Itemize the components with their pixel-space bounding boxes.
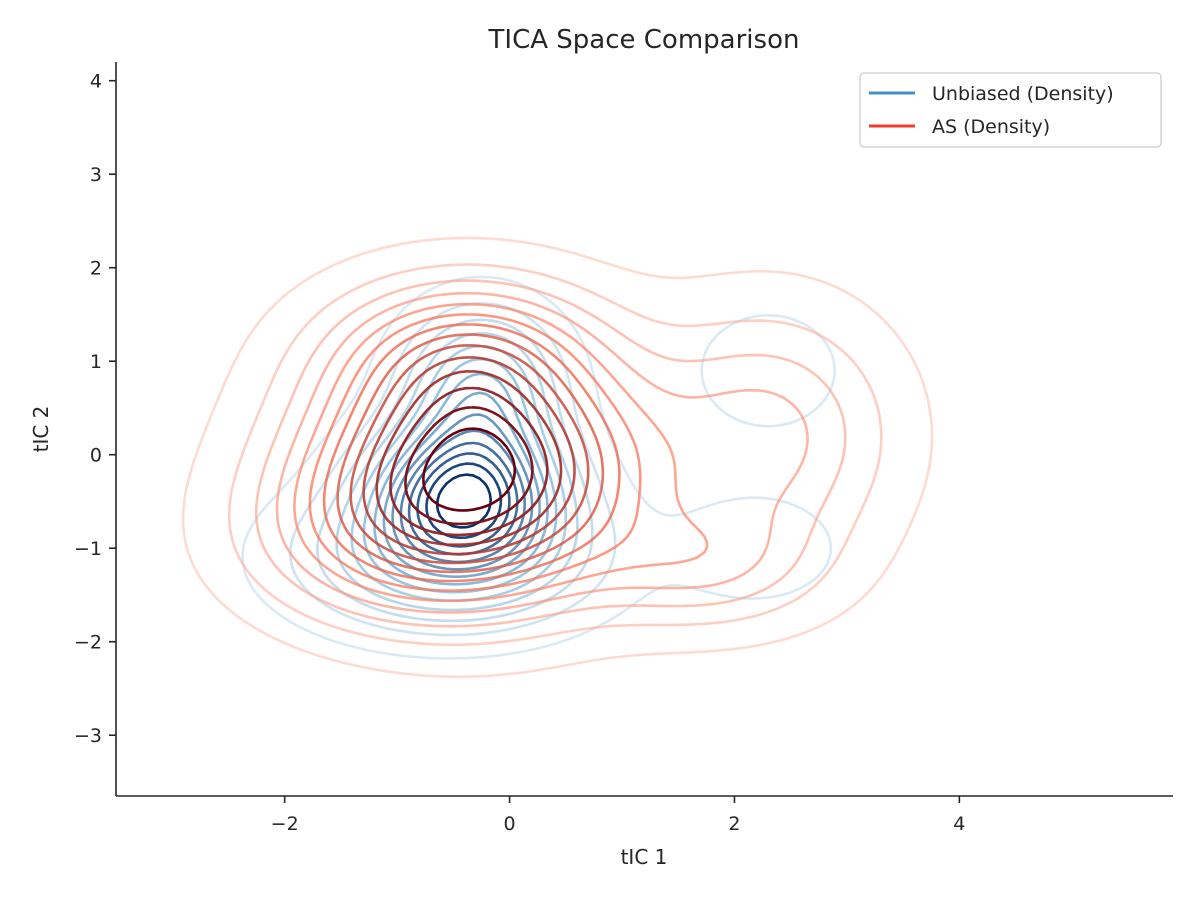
unbiased-contour-level [289,302,617,637]
y-axis-ticks: −3 −2 −1 0 1 2 3 4 [74,71,116,747]
y-tick-label: 0 [90,445,102,467]
x-tick-label: 2 [728,813,740,835]
unbiased-contour-level [435,473,492,529]
y-tick-label: −2 [74,632,102,654]
y-tick-label: −1 [74,538,102,560]
y-tick-label: 2 [90,258,102,280]
as-contour-level [375,370,563,546]
as-contour-level [308,313,642,592]
as-contour-level [255,279,847,628]
x-tick-label: 0 [504,813,516,835]
as-contour-level [389,386,549,537]
x-axis-label: tIC 1 [621,845,668,869]
legend: Unbiased (Density) AS (Density) [859,72,1162,148]
unbiased-contour-level [399,429,526,564]
as-contour-level [322,323,621,583]
as-contour-level [227,263,883,646]
as-contour-level [422,427,516,512]
as-contour-level [181,236,934,679]
y-tick-label: 1 [90,351,102,373]
x-tick-label: 4 [953,813,965,835]
as-contour-level [404,406,534,526]
legend-label-as: AS (Density) [932,116,1050,138]
chart-title: TICA Space Comparison [488,25,800,55]
y-tick-label: 4 [90,71,102,93]
plot-area [181,236,934,679]
legend-label-unbiased: Unbiased (Density) [932,83,1114,105]
legend-box [859,72,1162,148]
y-tick-label: −3 [74,725,102,747]
y-axis-label: tIC 2 [29,406,53,453]
as-contour-level [349,344,590,565]
as-contour-level [336,333,605,574]
x-axis-ticks: −2 0 2 4 [271,796,965,835]
x-tick-label: −2 [271,813,299,835]
as-contour-level [362,356,576,556]
as-contour-level [293,302,709,603]
y-tick-label: 3 [90,164,102,186]
as-contour-level [275,291,809,614]
